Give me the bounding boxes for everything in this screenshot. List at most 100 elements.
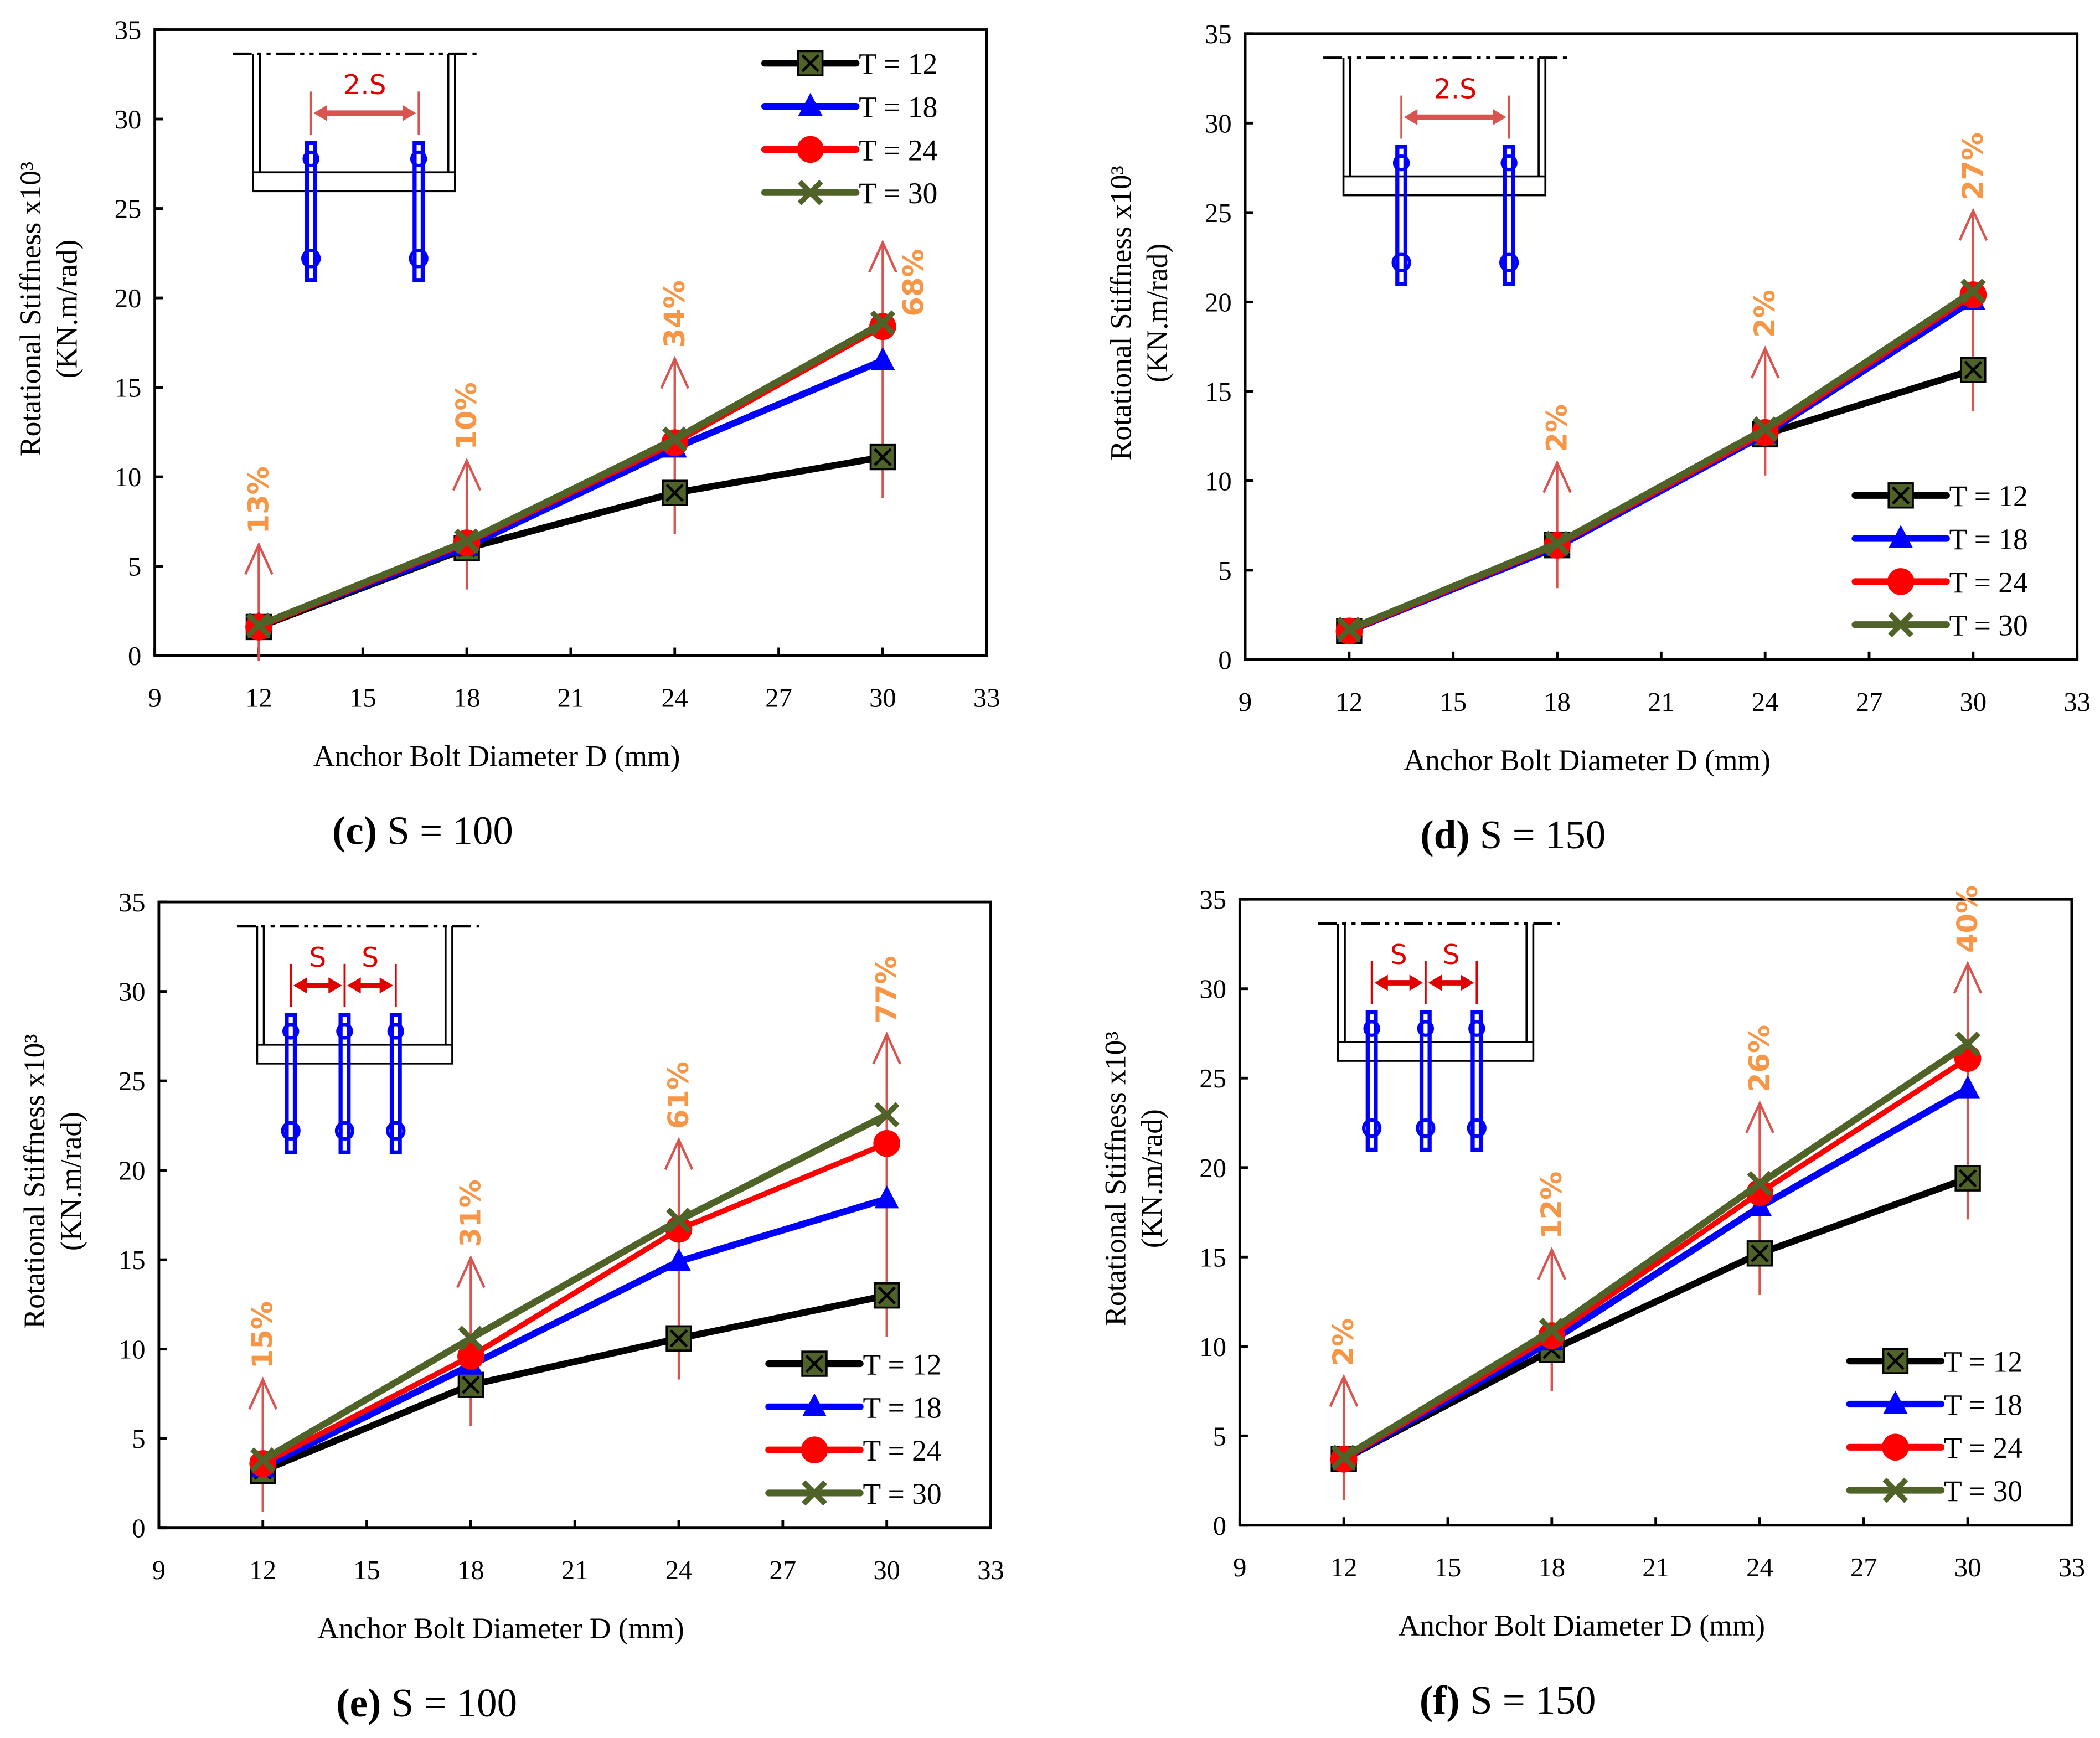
bolt-nut (282, 1023, 300, 1040)
anchor-bolt (1365, 1010, 1378, 1152)
x-tick-label: 9 (1233, 1553, 1246, 1582)
bolt-nut (1499, 252, 1519, 272)
legend-marker (797, 136, 824, 163)
x-tick-label: 33 (973, 683, 1000, 713)
percent-increase-label: 26% (1743, 1025, 1776, 1092)
panel-caption: (f) S = 150 (1420, 1678, 1596, 1722)
data-point-t30 (454, 528, 479, 554)
chart-panel-f: 0 5 10 15 20 25 30 35 9 12 15 18 21 24 27 30 33 Anchor Bo… (1099, 885, 2086, 1722)
anchor-bolt (1419, 1010, 1432, 1152)
x-tick-label: 9 (148, 683, 161, 713)
percent-increase-label: 61% (663, 1061, 695, 1129)
x-tick-label: 33 (977, 1555, 1004, 1585)
data-point-t12-cross (462, 1375, 480, 1394)
legend-marker (798, 92, 823, 116)
y-tick-label: 5 (1213, 1421, 1226, 1451)
bolt-nut (301, 249, 321, 269)
y-tick-label: 30 (115, 105, 142, 135)
legend-marker (1882, 1433, 1909, 1461)
y-axis-label: Rotational Stiffness x10³ (1099, 1032, 1132, 1326)
y-axis-label: Rotational Stiffness x10³ (14, 162, 47, 456)
y-tick-label: 30 (118, 977, 146, 1007)
data-point-t18 (1955, 1075, 1980, 1099)
increase-arrowhead (872, 1031, 901, 1065)
anchor-bolt-diagram: 2.S (233, 52, 482, 282)
caption-text: S = 150 (1470, 812, 1606, 857)
x-tick-label: 15 (349, 683, 376, 713)
caption-letter: (f) (1420, 1678, 1460, 1722)
x-tick-label: 9 (152, 1555, 166, 1585)
data-point-t30 (1336, 616, 1362, 642)
plot-area (1238, 898, 2073, 1527)
legend-label: T = 24 (1944, 1431, 2022, 1464)
data-point-t30 (246, 612, 272, 638)
x-tick-label: 12 (245, 683, 272, 713)
increase-arrowhead (868, 239, 897, 273)
data-point-t30 (250, 1447, 276, 1473)
legend-label: T = 24 (863, 1434, 942, 1467)
percent-increase-label: 2% (1749, 290, 1782, 338)
data-point-t18 (870, 347, 895, 370)
legend: T = 12 T = 18 T = 24 T = 30 (761, 48, 937, 210)
series-line-t30 (1348, 288, 1975, 633)
spacing-label: S (362, 942, 379, 973)
legend-marker (1887, 568, 1915, 595)
x-tick-label: 21 (1642, 1553, 1669, 1582)
y-axis-label: Rotational Stiffness x10³ (18, 1034, 51, 1329)
bolt-nut (410, 150, 427, 168)
data-point-t30 (870, 310, 896, 336)
y-tick-label: 0 (1213, 1511, 1226, 1541)
x-tick-label: 33 (2058, 1553, 2086, 1582)
bolt-nut (1500, 154, 1518, 172)
y-tick-label: 20 (1199, 1153, 1226, 1183)
data-point-t12-cross (1958, 1169, 1977, 1188)
percent-increase-label: 27% (1957, 132, 1990, 200)
data-point-t30 (458, 1326, 484, 1352)
series-line-t24 (261, 1141, 888, 1466)
y-tick-label: 35 (1205, 19, 1232, 49)
data-point-t24 (873, 1130, 901, 1157)
data-point-t30 (1544, 530, 1570, 556)
y-tick-label: 30 (1205, 109, 1232, 138)
anchor-bolt (338, 1013, 351, 1154)
base-plate (1337, 1041, 1535, 1062)
percent-increase-label: 12% (1536, 1172, 1568, 1239)
column-flanges (1342, 58, 1547, 177)
x-tick-label: 24 (665, 1555, 693, 1585)
column-flanges (256, 926, 453, 1045)
anchor-bolt (412, 141, 425, 282)
x-axis-label: Anchor Bolt Diameter D (mm) (1404, 744, 1770, 777)
y-tick-label: 5 (1218, 556, 1231, 586)
legend-marker-cross (801, 54, 820, 73)
legend: T = 12 T = 18 T = 24 T = 30 (1851, 479, 2028, 642)
legend-marker (1882, 1477, 1908, 1503)
x-tick-label: 18 (457, 1555, 484, 1585)
legend-label: T = 24 (859, 133, 937, 167)
y-tick-label: 5 (132, 1424, 145, 1454)
legend-label: T = 18 (1949, 523, 2028, 556)
panel-caption: (d) S = 150 (1420, 812, 1606, 857)
bolt-nut (387, 1023, 405, 1040)
anchor-bolt-diagram: 2.S (1323, 56, 1572, 286)
y-axis-label-units: (KN.m/rad) (54, 1112, 87, 1251)
y-tick-label: 15 (1205, 377, 1232, 407)
x-tick-label: 30 (1954, 1553, 1982, 1582)
x-tick-label: 18 (453, 683, 481, 713)
legend-label: T = 12 (859, 48, 937, 81)
percent-increase-label: 13% (242, 466, 275, 534)
percent-increase-label: 68% (897, 249, 930, 316)
increase-arrowhead (1958, 208, 1988, 241)
x-tick-label: 12 (249, 1555, 276, 1585)
base-plate (256, 1043, 453, 1065)
panel-caption: (c) S = 100 (332, 808, 513, 853)
y-tick-label: 25 (118, 1066, 146, 1096)
column-flanges (1337, 923, 1535, 1042)
series-line-t12 (261, 1292, 888, 1474)
bolt-nut (1391, 252, 1411, 272)
anchor-bolt (285, 1013, 297, 1154)
bolt-nut (302, 150, 319, 168)
column-flanges (252, 54, 456, 173)
y-tick-label: 10 (1199, 1332, 1226, 1362)
percent-increase-label: 77% (871, 956, 904, 1023)
anchor-bolt (1503, 145, 1515, 286)
